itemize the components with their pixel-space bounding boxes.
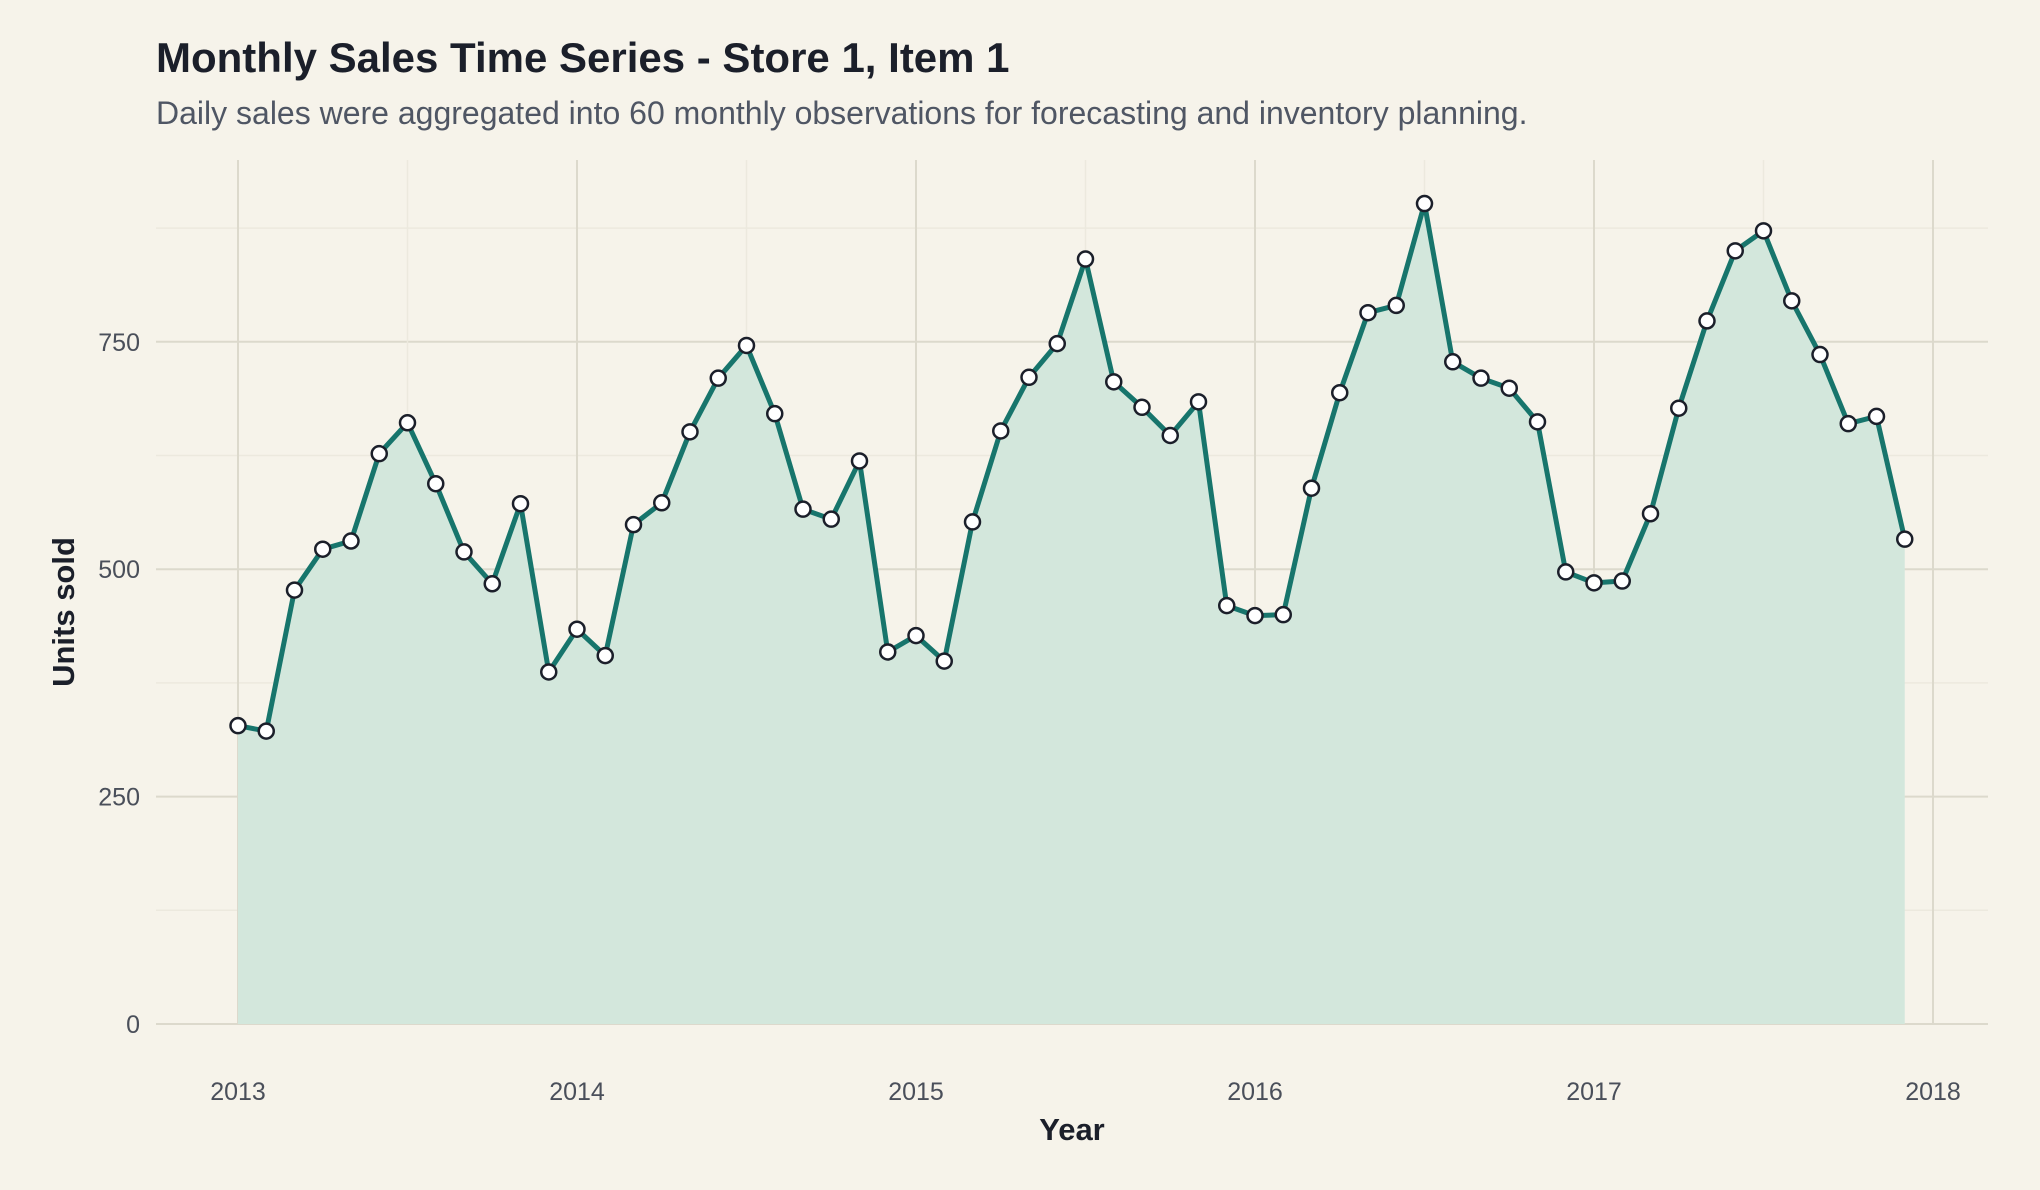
data-point: [1020, 368, 1038, 387]
data-point: [822, 510, 840, 528]
data-point: [1867, 407, 1886, 426]
y-tick-label: 250: [98, 784, 140, 812]
data-point: [1302, 479, 1321, 497]
data-point: [1811, 345, 1829, 364]
data-point: [1359, 303, 1377, 322]
data-point: [1754, 222, 1773, 240]
y-tick-label: 0: [126, 1011, 140, 1039]
data-point: [1783, 292, 1801, 310]
data-points: [229, 194, 1914, 740]
data-point: [935, 652, 953, 670]
y-tick-label: 500: [98, 556, 140, 584]
data-point: [1189, 393, 1208, 411]
data-point: [879, 643, 897, 661]
data-point: [229, 716, 247, 735]
data-point: [709, 369, 727, 387]
data-point: [370, 444, 388, 463]
data-point: [1557, 563, 1575, 581]
data-point: [653, 494, 671, 512]
data-point: [1246, 606, 1264, 625]
data-point: [398, 414, 417, 432]
data-point: [257, 722, 275, 740]
x-tick-label: 2013: [210, 1078, 266, 1106]
data-point: [540, 663, 558, 681]
data-point: [1641, 504, 1660, 523]
data-point: [737, 336, 756, 355]
data-point: [1698, 312, 1716, 330]
sales-area: [238, 203, 1905, 1025]
chart-subtitle: Daily sales were aggregated into 60 mont…: [156, 95, 1528, 131]
data-point: [342, 532, 360, 550]
data-point: [1048, 334, 1066, 353]
y-tick-label: 750: [98, 329, 140, 357]
data-point: [511, 494, 530, 513]
data-point: [794, 500, 812, 518]
data-point: [1613, 572, 1631, 590]
x-tick-label: 2014: [549, 1078, 605, 1106]
x-tick-label: 2015: [888, 1078, 944, 1106]
data-point: [483, 575, 501, 593]
chart-title: Monthly Sales Time Series - Store 1, Ite…: [156, 34, 1010, 81]
x-axis-title: Year: [1039, 1112, 1105, 1147]
data-point: [1444, 353, 1462, 371]
data-point: [1161, 426, 1179, 445]
data-point: [1076, 250, 1095, 268]
x-tick-label: 2016: [1227, 1078, 1283, 1106]
data-point: [1133, 398, 1151, 417]
data-point: [1896, 530, 1914, 548]
data-point: [1218, 596, 1236, 615]
data-point: [1528, 413, 1547, 431]
data-point: [1105, 373, 1123, 391]
data-point: [1670, 399, 1688, 417]
data-point: [681, 423, 699, 441]
data-point: [1585, 574, 1603, 592]
data-point: [963, 513, 982, 531]
data-point: [1274, 605, 1292, 624]
data-point: [1839, 414, 1857, 433]
data-point: [455, 543, 473, 561]
data-point: [596, 646, 614, 665]
sales-line: [237, 201, 1908, 734]
data-point: [850, 452, 869, 470]
data-point: [1415, 194, 1434, 213]
data-point: [907, 626, 925, 645]
x-tick-labels: 2013 2014 2015 2016 2017 2018: [210, 1078, 1961, 1106]
data-point: [1500, 379, 1518, 397]
data-point: [992, 422, 1010, 440]
data-point: [314, 540, 332, 558]
data-point: [285, 581, 304, 599]
data-point: [427, 474, 445, 493]
x-tick-label: 2017: [1566, 1078, 1622, 1106]
y-tick-labels: 0 250 500 750: [98, 329, 140, 1039]
data-point: [1387, 296, 1405, 315]
data-point: [568, 620, 586, 638]
y-axis-title: Units sold: [46, 537, 81, 687]
data-point: [1472, 369, 1490, 387]
data-point: [624, 515, 643, 534]
data-point: [1331, 383, 1349, 402]
x-tick-label: 2018: [1905, 1078, 1961, 1106]
data-point: [766, 404, 784, 423]
data-point: [1726, 242, 1744, 260]
